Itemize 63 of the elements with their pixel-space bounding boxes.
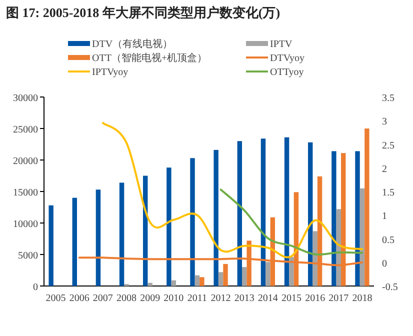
legend-label: OTT（智能电视+机顶盒） [92,52,208,64]
x-tick-label: 2018 [352,293,372,304]
bar [308,142,313,286]
bar [48,205,54,286]
x-tick-label: 2005 [46,293,66,304]
line-series [220,188,364,256]
x-tick-label: 2010 [164,293,184,304]
y2-tick-label: 2 [382,164,387,175]
bar [72,198,77,286]
x-tick-label: 2016 [305,293,326,304]
bar [148,282,152,286]
x-tick-label: 2012 [210,293,231,304]
bar [242,267,247,286]
x-tick-label: 2011 [187,293,208,304]
y2-tick-label: 3.5 [382,93,394,104]
x-tick-label: 2008 [116,293,136,304]
bar [266,262,270,286]
y2-tick-label: 0.5 [382,234,394,246]
bar [312,231,318,286]
y-tick-label: 25000 [13,124,38,136]
bar [200,277,204,286]
bar [355,151,360,286]
y2-tick-label: 1 [382,211,387,222]
y-tick-label: 10000 [13,219,38,230]
bar [289,257,294,286]
bar [260,138,266,286]
y2-tick-label: -0.5 [382,282,398,293]
y-tick-label: 30000 [13,93,38,104]
y-tick-label: 20000 [13,156,38,167]
line-series [102,122,364,258]
x-tick-label: 2014 [258,293,278,304]
x-tick-label: 2006 [69,293,90,304]
bar [171,280,176,286]
bar [214,150,218,286]
bar [284,137,290,286]
y-tick-label: 5000 [18,250,38,262]
y2-tick-label: 0 [382,258,387,270]
bar [332,151,336,286]
bar [360,188,365,286]
x-tick-label: 2015 [282,293,302,304]
legend-label: DTVyoy [270,53,304,64]
y-tick-label: 0 [33,282,38,293]
y2-tick-label: 1.5 [382,188,394,198]
bar [166,168,172,286]
x-tick-label: 2009 [140,293,160,304]
legend-label: DTV（有线电视） [92,38,173,50]
bar [194,275,200,286]
legend-label: IPTVyoy [92,67,128,78]
bar [190,158,195,286]
y2-tick-label: 2.5 [382,140,394,152]
x-tick-label: 2007 [92,293,113,304]
y2-tick-label: 3 [382,116,387,128]
bar [119,182,124,286]
bar [96,190,101,286]
x-tick-label: 2017 [328,293,349,304]
legend-label: IPTV [270,39,293,50]
legend-label: OTTyoy [270,67,304,78]
y-tick-label: 15000 [13,188,38,198]
bar [223,264,228,286]
bar [237,141,242,286]
bar [218,272,224,286]
chart-title: 图 17: 2005-2018 年大屏不同类型用户数变化(万) [6,5,280,20]
x-tick-label: 2013 [234,293,254,304]
